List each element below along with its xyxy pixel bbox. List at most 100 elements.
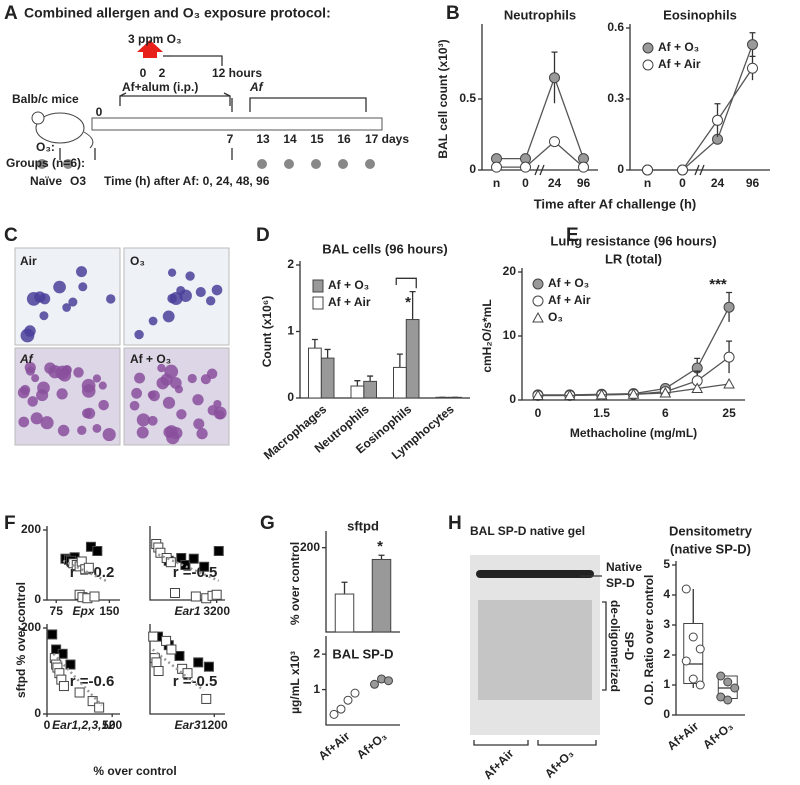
marker — [681, 656, 691, 666]
y-tick-label: 200 — [21, 522, 41, 536]
cell — [147, 390, 156, 399]
y-tick-label: 200 — [300, 540, 320, 554]
chart-title: Eosinophils — [663, 7, 737, 22]
marker — [336, 704, 346, 714]
x-tick-label: Af+O₃ — [700, 719, 735, 752]
y-tick-label: 1 — [287, 324, 294, 338]
cell — [167, 293, 177, 304]
challenge-label: Af — [249, 80, 264, 94]
micrograph-label: Af — [19, 352, 34, 366]
x-tick-label: 0 — [679, 176, 686, 190]
legend-swatch — [312, 296, 324, 310]
cell — [187, 373, 197, 384]
cell — [192, 394, 204, 406]
bar — [308, 347, 322, 399]
cell — [162, 310, 175, 323]
y-tick-label: 2 — [287, 257, 294, 271]
cell — [136, 413, 150, 427]
group-dot — [257, 159, 267, 169]
marker — [642, 59, 654, 71]
y-tick-label: 5 — [663, 557, 670, 571]
cell — [195, 286, 206, 298]
y-tick-label: 1 — [663, 677, 670, 691]
gel-title: BAL SP-D native gel — [470, 524, 585, 538]
sensitization-label: Af+alum (i.p.) — [122, 80, 198, 94]
legend-label: Af + Air — [328, 295, 371, 309]
gel-band — [476, 570, 594, 578]
y-tick-label: 10 — [503, 328, 517, 342]
cell — [147, 415, 158, 426]
timeline-ticks — [59, 148, 233, 160]
legend-label: Af + Air — [548, 293, 591, 307]
panel-letter: B — [446, 3, 460, 24]
gel-label: SP-D — [606, 576, 635, 590]
gel-label: SP-D — [622, 632, 636, 661]
cell — [73, 367, 84, 378]
marker — [695, 644, 705, 654]
y-tick-label: 0.5 — [459, 91, 476, 105]
marker — [166, 644, 177, 655]
y-tick-label: 0 — [34, 592, 41, 606]
x-tick-label: 3200 — [203, 604, 230, 618]
panel-letter: D — [256, 225, 270, 246]
bar — [334, 593, 355, 633]
cell — [134, 329, 144, 340]
timeline — [59, 92, 383, 160]
marker — [532, 278, 544, 290]
marker — [384, 676, 393, 686]
annotation: r =-0.5 — [173, 564, 218, 581]
cell — [176, 409, 187, 420]
axis-break — [534, 164, 545, 176]
lane-label: Af+O₃ — [542, 746, 576, 780]
challenge-bracket — [231, 97, 367, 112]
marker — [94, 702, 105, 713]
marker — [153, 666, 164, 676]
y-tick-label: 0 — [34, 706, 41, 720]
lane-bracket — [473, 740, 597, 746]
cell — [37, 381, 50, 395]
x-tick-label: n — [493, 176, 500, 190]
x-tick-label: 75 — [50, 604, 64, 618]
marker — [532, 389, 544, 401]
marker — [677, 164, 688, 176]
marker — [723, 301, 735, 313]
cell — [215, 410, 225, 420]
exposure-time: 0 — [140, 66, 147, 80]
cell — [27, 396, 38, 407]
trend-line — [157, 553, 220, 582]
mouse-body — [35, 112, 85, 144]
marker — [370, 679, 379, 689]
cell — [102, 428, 116, 442]
marker — [65, 659, 76, 670]
y-tick-label: 0.6 — [607, 20, 624, 34]
x-tick-label: 150 — [99, 604, 119, 618]
deoligomer-bracket — [602, 601, 607, 691]
cell — [92, 374, 102, 383]
lane-label: Af+Air — [481, 746, 517, 782]
marker — [659, 386, 672, 398]
micrograph-label: Af + O₃ — [130, 352, 171, 366]
protocol-title: Combined allergen and O₃ exposure protoc… — [24, 5, 331, 21]
legend-label: Af + O₃ — [328, 278, 369, 292]
x-tick-label: Af+O₃ — [354, 729, 389, 762]
gel-label: Native — [606, 560, 642, 574]
x-axis-label: Methacholine (mg/mL) — [570, 426, 697, 440]
panel-letter: E — [566, 225, 579, 246]
day-label: 13 — [256, 132, 270, 146]
cell — [211, 284, 223, 296]
exposure-time: 2 — [159, 66, 166, 80]
marker — [203, 661, 214, 672]
x-tick-label: 25 — [722, 406, 736, 420]
x-axis-label: Ear1,2,3,12 — [52, 718, 115, 732]
cell — [131, 387, 143, 399]
marker — [180, 560, 191, 570]
marker — [730, 683, 740, 693]
cell — [34, 291, 46, 303]
cell — [81, 384, 96, 398]
y-axis-label: sftpd % over control — [14, 582, 28, 698]
y-axis-label: cmH₂O/s*mL — [480, 299, 494, 372]
time-label: Time (h) after Af: 0, 24, 48, 96 — [104, 174, 270, 188]
